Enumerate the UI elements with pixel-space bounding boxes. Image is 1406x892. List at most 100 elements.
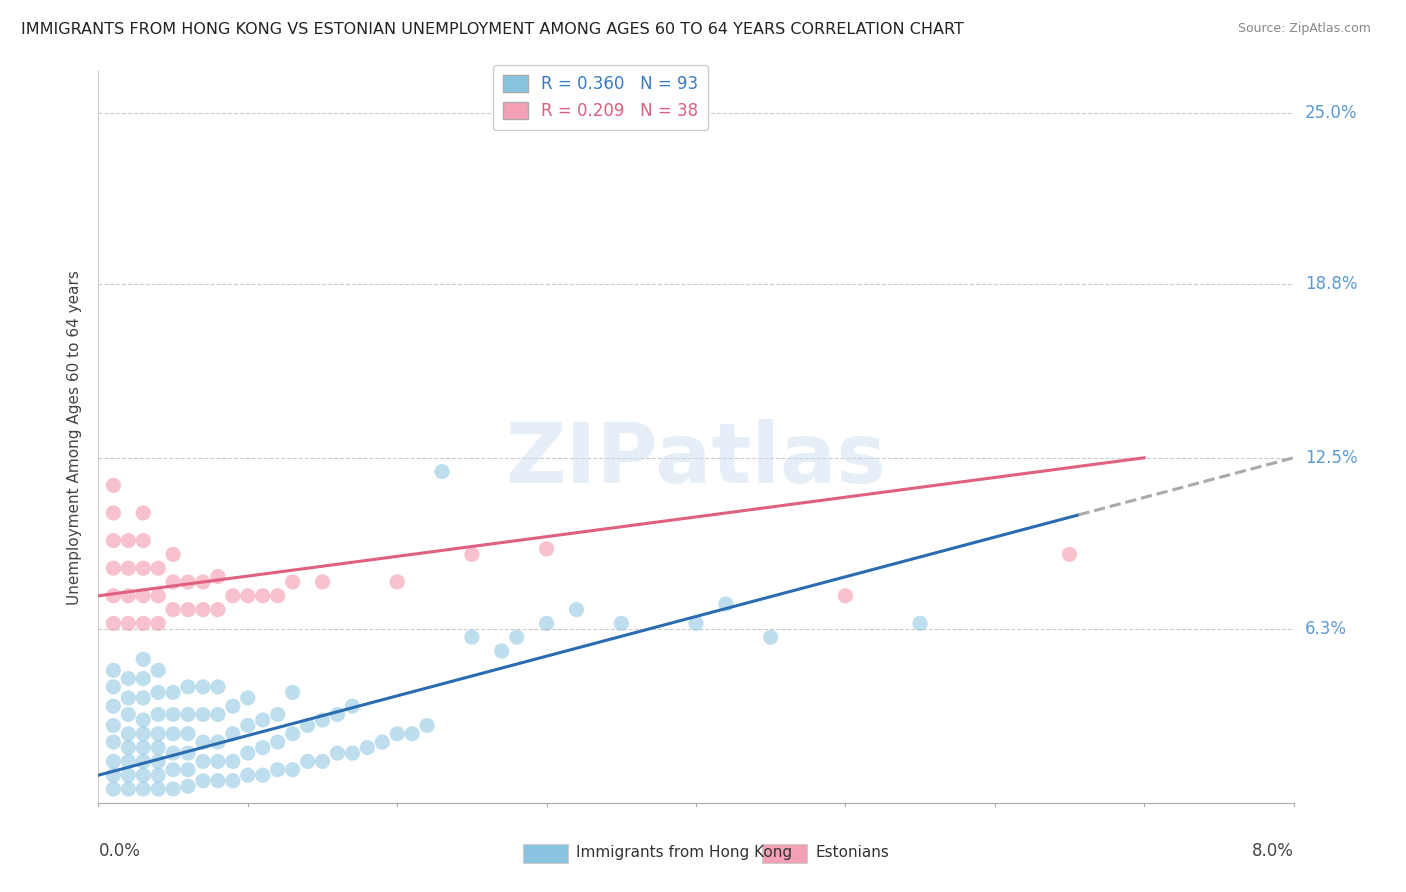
Point (103, 699, 125, 714)
Point (148, 707, 170, 722)
Point (252, 589, 274, 603)
Point (191, 735, 214, 749)
Point (148, 727, 170, 741)
Point (267, 589, 290, 603)
Point (148, 740, 170, 755)
Point (117, 782, 139, 797)
Text: ZIPatlas: ZIPatlas (506, 418, 886, 500)
Point (162, 685, 184, 699)
Point (177, 746, 200, 760)
Point (132, 690, 155, 705)
Point (148, 782, 170, 797)
Point (177, 707, 200, 722)
Y-axis label: Unemployment Among Ages 60 to 64 years: Unemployment Among Ages 60 to 64 years (66, 269, 82, 605)
Point (207, 602, 229, 616)
Point (103, 478, 125, 492)
Point (177, 574, 200, 589)
Point (177, 602, 200, 616)
Point (132, 533, 155, 548)
Point (148, 755, 170, 769)
Point (207, 755, 229, 769)
Point (536, 616, 558, 631)
Point (297, 755, 319, 769)
Point (162, 763, 184, 777)
Point (117, 707, 139, 722)
Point (103, 506, 125, 520)
Point (177, 727, 200, 741)
FancyBboxPatch shape (523, 845, 568, 863)
Point (207, 569, 229, 583)
Point (207, 680, 229, 694)
Point (103, 616, 125, 631)
Text: 8.0%: 8.0% (1251, 842, 1294, 860)
Text: Estonians: Estonians (815, 845, 890, 860)
Point (132, 740, 155, 755)
Point (267, 763, 290, 777)
Point (162, 602, 184, 616)
Point (162, 746, 184, 760)
Point (148, 685, 170, 699)
Text: IMMIGRANTS FROM HONG KONG VS ESTONIAN UNEMPLOYMENT AMONG AGES 60 TO 64 YEARS COR: IMMIGRANTS FROM HONG KONG VS ESTONIAN UN… (21, 22, 965, 37)
Point (117, 755, 139, 769)
Point (416, 718, 439, 732)
Point (685, 616, 707, 631)
Point (222, 699, 245, 714)
Point (103, 561, 125, 575)
Text: Source: ZipAtlas.com: Source: ZipAtlas.com (1237, 22, 1371, 36)
Point (162, 574, 184, 589)
Point (207, 735, 229, 749)
Point (103, 589, 125, 603)
Text: Immigrants from Hong Kong: Immigrants from Hong Kong (576, 845, 793, 860)
Point (1059, 548, 1081, 562)
Point (103, 718, 125, 732)
Point (162, 707, 184, 722)
Point (236, 718, 259, 732)
Point (191, 602, 214, 616)
Point (311, 755, 333, 769)
Point (207, 773, 229, 788)
Point (148, 589, 170, 603)
Point (177, 680, 200, 694)
Point (117, 690, 139, 705)
Point (117, 616, 139, 631)
Point (117, 768, 139, 782)
Point (148, 768, 170, 782)
Point (162, 727, 184, 741)
Point (401, 727, 423, 741)
Point (132, 652, 155, 666)
Point (326, 707, 349, 722)
Point (236, 768, 259, 782)
Point (103, 533, 125, 548)
Point (117, 672, 139, 686)
Point (222, 755, 245, 769)
Point (222, 727, 245, 741)
Point (267, 735, 290, 749)
Point (908, 616, 931, 631)
Point (236, 690, 259, 705)
Point (267, 707, 290, 722)
Point (356, 740, 378, 755)
Point (342, 699, 364, 714)
Point (191, 680, 214, 694)
Point (326, 746, 349, 760)
Point (177, 779, 200, 793)
Point (148, 663, 170, 677)
Text: 25.0%: 25.0% (1305, 103, 1357, 122)
Point (371, 735, 394, 749)
Point (311, 574, 333, 589)
Point (117, 740, 139, 755)
Point (191, 574, 214, 589)
Point (191, 707, 214, 722)
Point (132, 561, 155, 575)
Point (222, 589, 245, 603)
Point (132, 755, 155, 769)
Point (103, 735, 125, 749)
Point (191, 755, 214, 769)
Point (342, 746, 364, 760)
Point (177, 763, 200, 777)
Point (132, 589, 155, 603)
Point (252, 768, 274, 782)
Point (759, 630, 782, 644)
Text: 12.5%: 12.5% (1305, 449, 1357, 467)
Point (506, 630, 529, 644)
